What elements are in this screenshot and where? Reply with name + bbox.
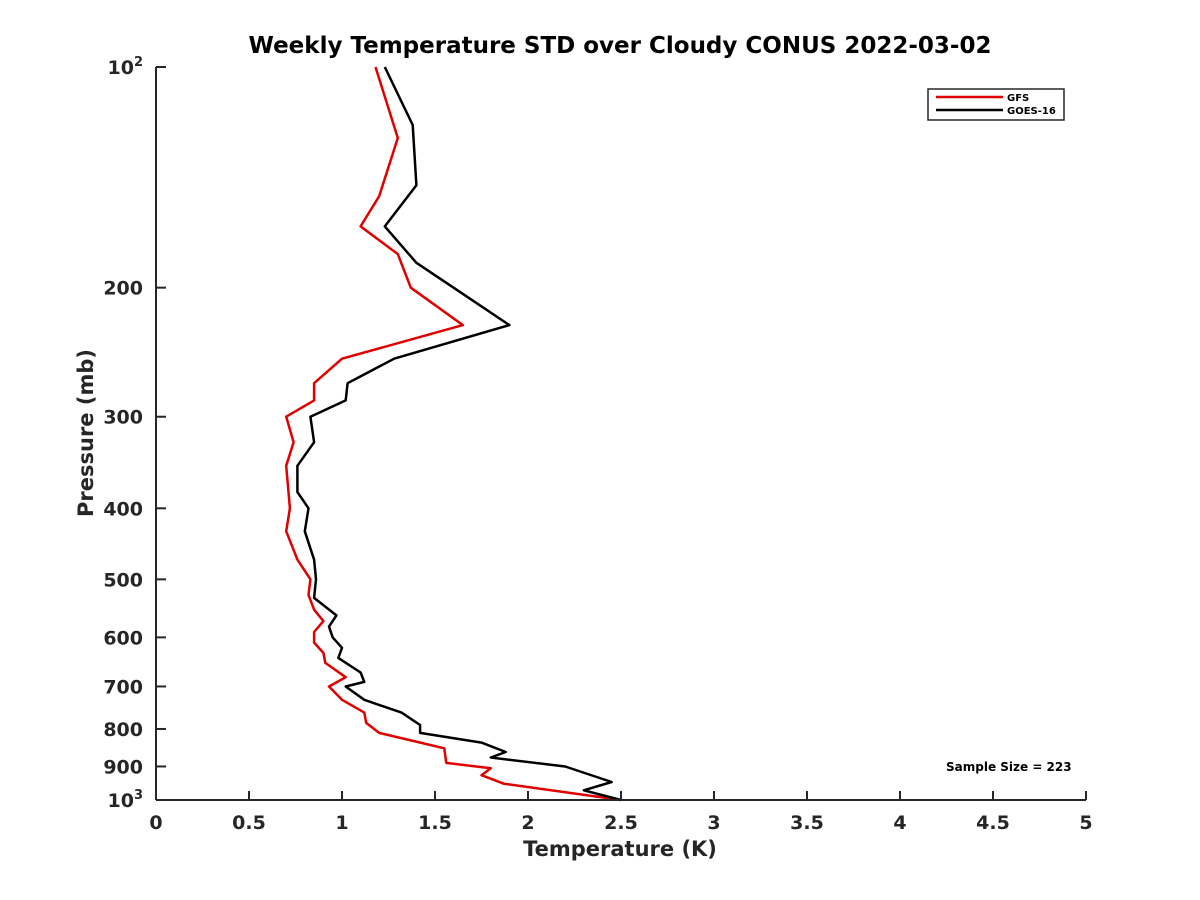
y-tick-label: 700 bbox=[103, 676, 143, 698]
series-line-gfs bbox=[284, 66, 622, 802]
chart-title: Weekly Temperature STD over Cloudy CONUS… bbox=[249, 33, 992, 59]
x-tick-label: 3 bbox=[707, 812, 720, 834]
x-tick-label: 0.5 bbox=[232, 812, 266, 834]
y-axis-label: Pressure (mb) bbox=[74, 349, 98, 517]
x-tick-label: 1.5 bbox=[418, 812, 452, 834]
y-tick-label: 103 bbox=[108, 788, 144, 812]
plot-area bbox=[284, 66, 622, 802]
series-line-goes16 bbox=[296, 66, 622, 802]
x-tick-label: 2.5 bbox=[604, 812, 638, 834]
legend: GFS GOES-16 bbox=[927, 88, 1065, 121]
y-tick-label: 500 bbox=[103, 569, 143, 591]
legend-goes16-label: GOES-16 bbox=[1007, 106, 1056, 117]
y-tick-label: 400 bbox=[103, 498, 143, 520]
y-axis-ticks: 102 200 300 400 500 600 700 800 900 103 bbox=[103, 55, 166, 812]
y-tick-label: 800 bbox=[103, 719, 143, 741]
y-tick-label: 300 bbox=[103, 407, 143, 429]
x-tick-label: 3.5 bbox=[790, 812, 824, 834]
x-tick-label: 4 bbox=[893, 812, 906, 834]
x-tick-label: 5 bbox=[1079, 812, 1092, 834]
sample-size-annotation: Sample Size = 223 bbox=[946, 760, 1072, 774]
y-tick-label: 900 bbox=[103, 756, 143, 778]
y-tick-label: 200 bbox=[103, 278, 143, 300]
x-tick-label: 2 bbox=[521, 812, 534, 834]
y-tick-label: 600 bbox=[103, 627, 143, 649]
x-tick-label: 4.5 bbox=[976, 812, 1010, 834]
y-tick-label: 102 bbox=[108, 55, 144, 79]
legend-gfs-label: GFS bbox=[1007, 93, 1029, 104]
x-tick-label: 0 bbox=[149, 812, 162, 834]
legend-box bbox=[927, 88, 1065, 121]
x-tick-label: 1 bbox=[335, 812, 348, 834]
x-axis-label: Temperature (K) bbox=[523, 837, 717, 861]
x-axis-ticks: 0 0.5 1 1.5 2 2.5 3 3.5 4 4.5 5 bbox=[149, 791, 1093, 834]
